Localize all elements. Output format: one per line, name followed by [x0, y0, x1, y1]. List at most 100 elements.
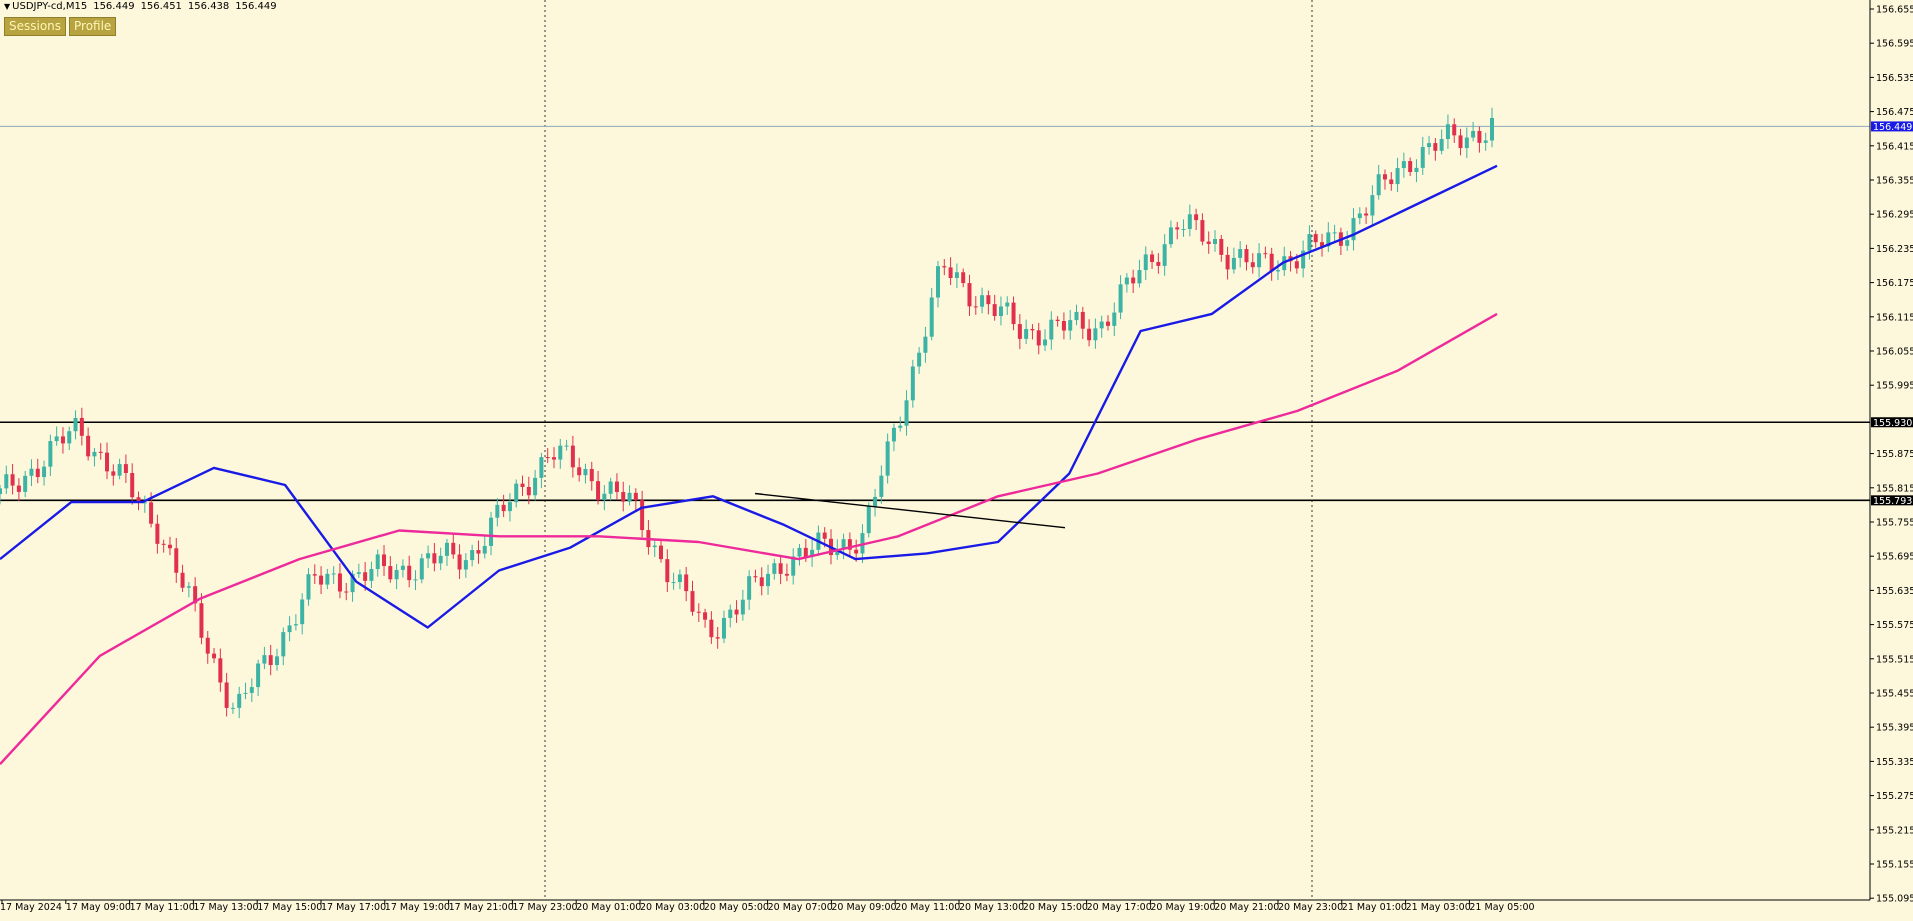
candle-body: [29, 468, 34, 476]
candle-body: [721, 617, 726, 639]
price-tick-label: 156.655: [1876, 5, 1913, 16]
slow-ma-line: [0, 312, 1498, 766]
price-tick-label: 155.635: [1876, 586, 1913, 597]
candle-body: [961, 272, 966, 284]
candle-body: [1068, 320, 1073, 331]
candle-body: [136, 497, 141, 503]
candle-body: [86, 435, 91, 457]
time-tick-label: 21 May 01:00: [1342, 902, 1407, 913]
low-value: 156.438: [187, 1, 230, 12]
candle-body: [545, 457, 550, 459]
candle-body: [1162, 244, 1167, 266]
candle-body: [4, 474, 9, 489]
price-tick-label: 155.575: [1876, 620, 1913, 631]
time-tick-label: 17 May 13:00: [193, 902, 258, 913]
candle-body: [942, 266, 947, 268]
candle-body: [621, 491, 626, 502]
sessions-button[interactable]: Sessions: [4, 17, 67, 36]
candle-body: [696, 611, 701, 613]
candle-body: [652, 545, 657, 548]
candle-body: [753, 576, 758, 578]
candle-body: [463, 560, 468, 570]
price-tick-label: 155.275: [1876, 791, 1913, 802]
candle-body: [866, 506, 871, 534]
candle-body: [1263, 253, 1268, 255]
candle-body: [1049, 319, 1054, 340]
time-tick-label: 20 May 03:00: [640, 902, 705, 913]
candle-body: [766, 573, 771, 587]
candle-body: [1420, 147, 1425, 168]
candle-body: [482, 545, 487, 554]
candle-body: [1490, 117, 1494, 141]
candle-body: [791, 556, 796, 576]
symbol-label: USDJPY-cd,M15: [12, 1, 88, 12]
candle-body: [1112, 312, 1117, 326]
candle-body: [973, 306, 978, 308]
candle-body: [1055, 319, 1060, 322]
price-tick-label: 155.335: [1876, 757, 1913, 768]
candle-body: [1464, 137, 1469, 149]
candle-body: [1219, 238, 1224, 255]
candle-body: [778, 563, 783, 574]
candle-body: [759, 577, 764, 587]
candle-body: [633, 492, 638, 501]
candle-body: [10, 474, 15, 486]
candle-body: [98, 451, 103, 453]
candle-body: [130, 473, 135, 498]
candle-body: [67, 431, 72, 444]
candle-body: [910, 366, 915, 401]
candle-body: [161, 543, 166, 545]
candle-body: [1320, 242, 1325, 247]
candle-body: [847, 539, 852, 550]
price-tick-label: 155.155: [1876, 860, 1913, 871]
candle-body: [1206, 241, 1211, 244]
time-tick-label: 20 May 05:00: [704, 902, 769, 913]
candle-body: [854, 549, 859, 554]
candle-body: [193, 586, 198, 604]
time-tick-label: 17 May 15:00: [257, 902, 322, 913]
candle-body: [526, 486, 531, 496]
candle-body: [520, 483, 525, 487]
time-tick-label: 20 May 13:00: [959, 902, 1024, 913]
candle-body: [1231, 257, 1236, 270]
candle-body: [929, 297, 934, 337]
profile-button[interactable]: Profile: [69, 17, 117, 36]
candle-body: [533, 477, 538, 496]
candle-body: [48, 441, 53, 467]
candle-body: [375, 554, 380, 569]
candle-body: [123, 464, 128, 474]
grid: [544, 0, 1313, 900]
close-value: 156.449: [235, 1, 277, 12]
candle-body: [514, 483, 519, 503]
candle-body: [489, 517, 494, 546]
candle-body: [457, 554, 462, 570]
collapse-triangle-icon[interactable]: ▼: [4, 2, 11, 11]
candle-body: [1194, 214, 1199, 221]
candle-body: [1244, 249, 1249, 263]
candle-body: [1452, 124, 1457, 136]
candle-body: [388, 566, 393, 580]
price-tick-label: 155.815: [1876, 483, 1913, 494]
candle-body: [803, 547, 808, 557]
candle-body: [350, 573, 355, 593]
candle-body: [249, 687, 254, 693]
candle-body: [1156, 262, 1161, 266]
price-tick-label: 155.395: [1876, 723, 1913, 734]
candle-body: [167, 544, 172, 549]
candle-body: [1043, 339, 1048, 346]
candle-body: [885, 441, 890, 476]
candle-body: [583, 469, 588, 476]
candle-body: [1433, 143, 1438, 151]
candle-body: [300, 599, 305, 625]
price-tick-label: 156.595: [1876, 39, 1913, 50]
time-tick-label: 21 May 05:00: [1469, 902, 1534, 913]
candle-body: [394, 569, 399, 580]
price-tick-label: 156.535: [1876, 73, 1913, 84]
price-tick-label: 156.355: [1876, 176, 1913, 187]
price-tick-label: 156.295: [1876, 210, 1913, 221]
candle-body: [1175, 227, 1180, 230]
candle-body: [1080, 311, 1085, 329]
candle-body: [331, 573, 336, 575]
time-tick-label: 20 May 21:00: [1214, 902, 1279, 913]
